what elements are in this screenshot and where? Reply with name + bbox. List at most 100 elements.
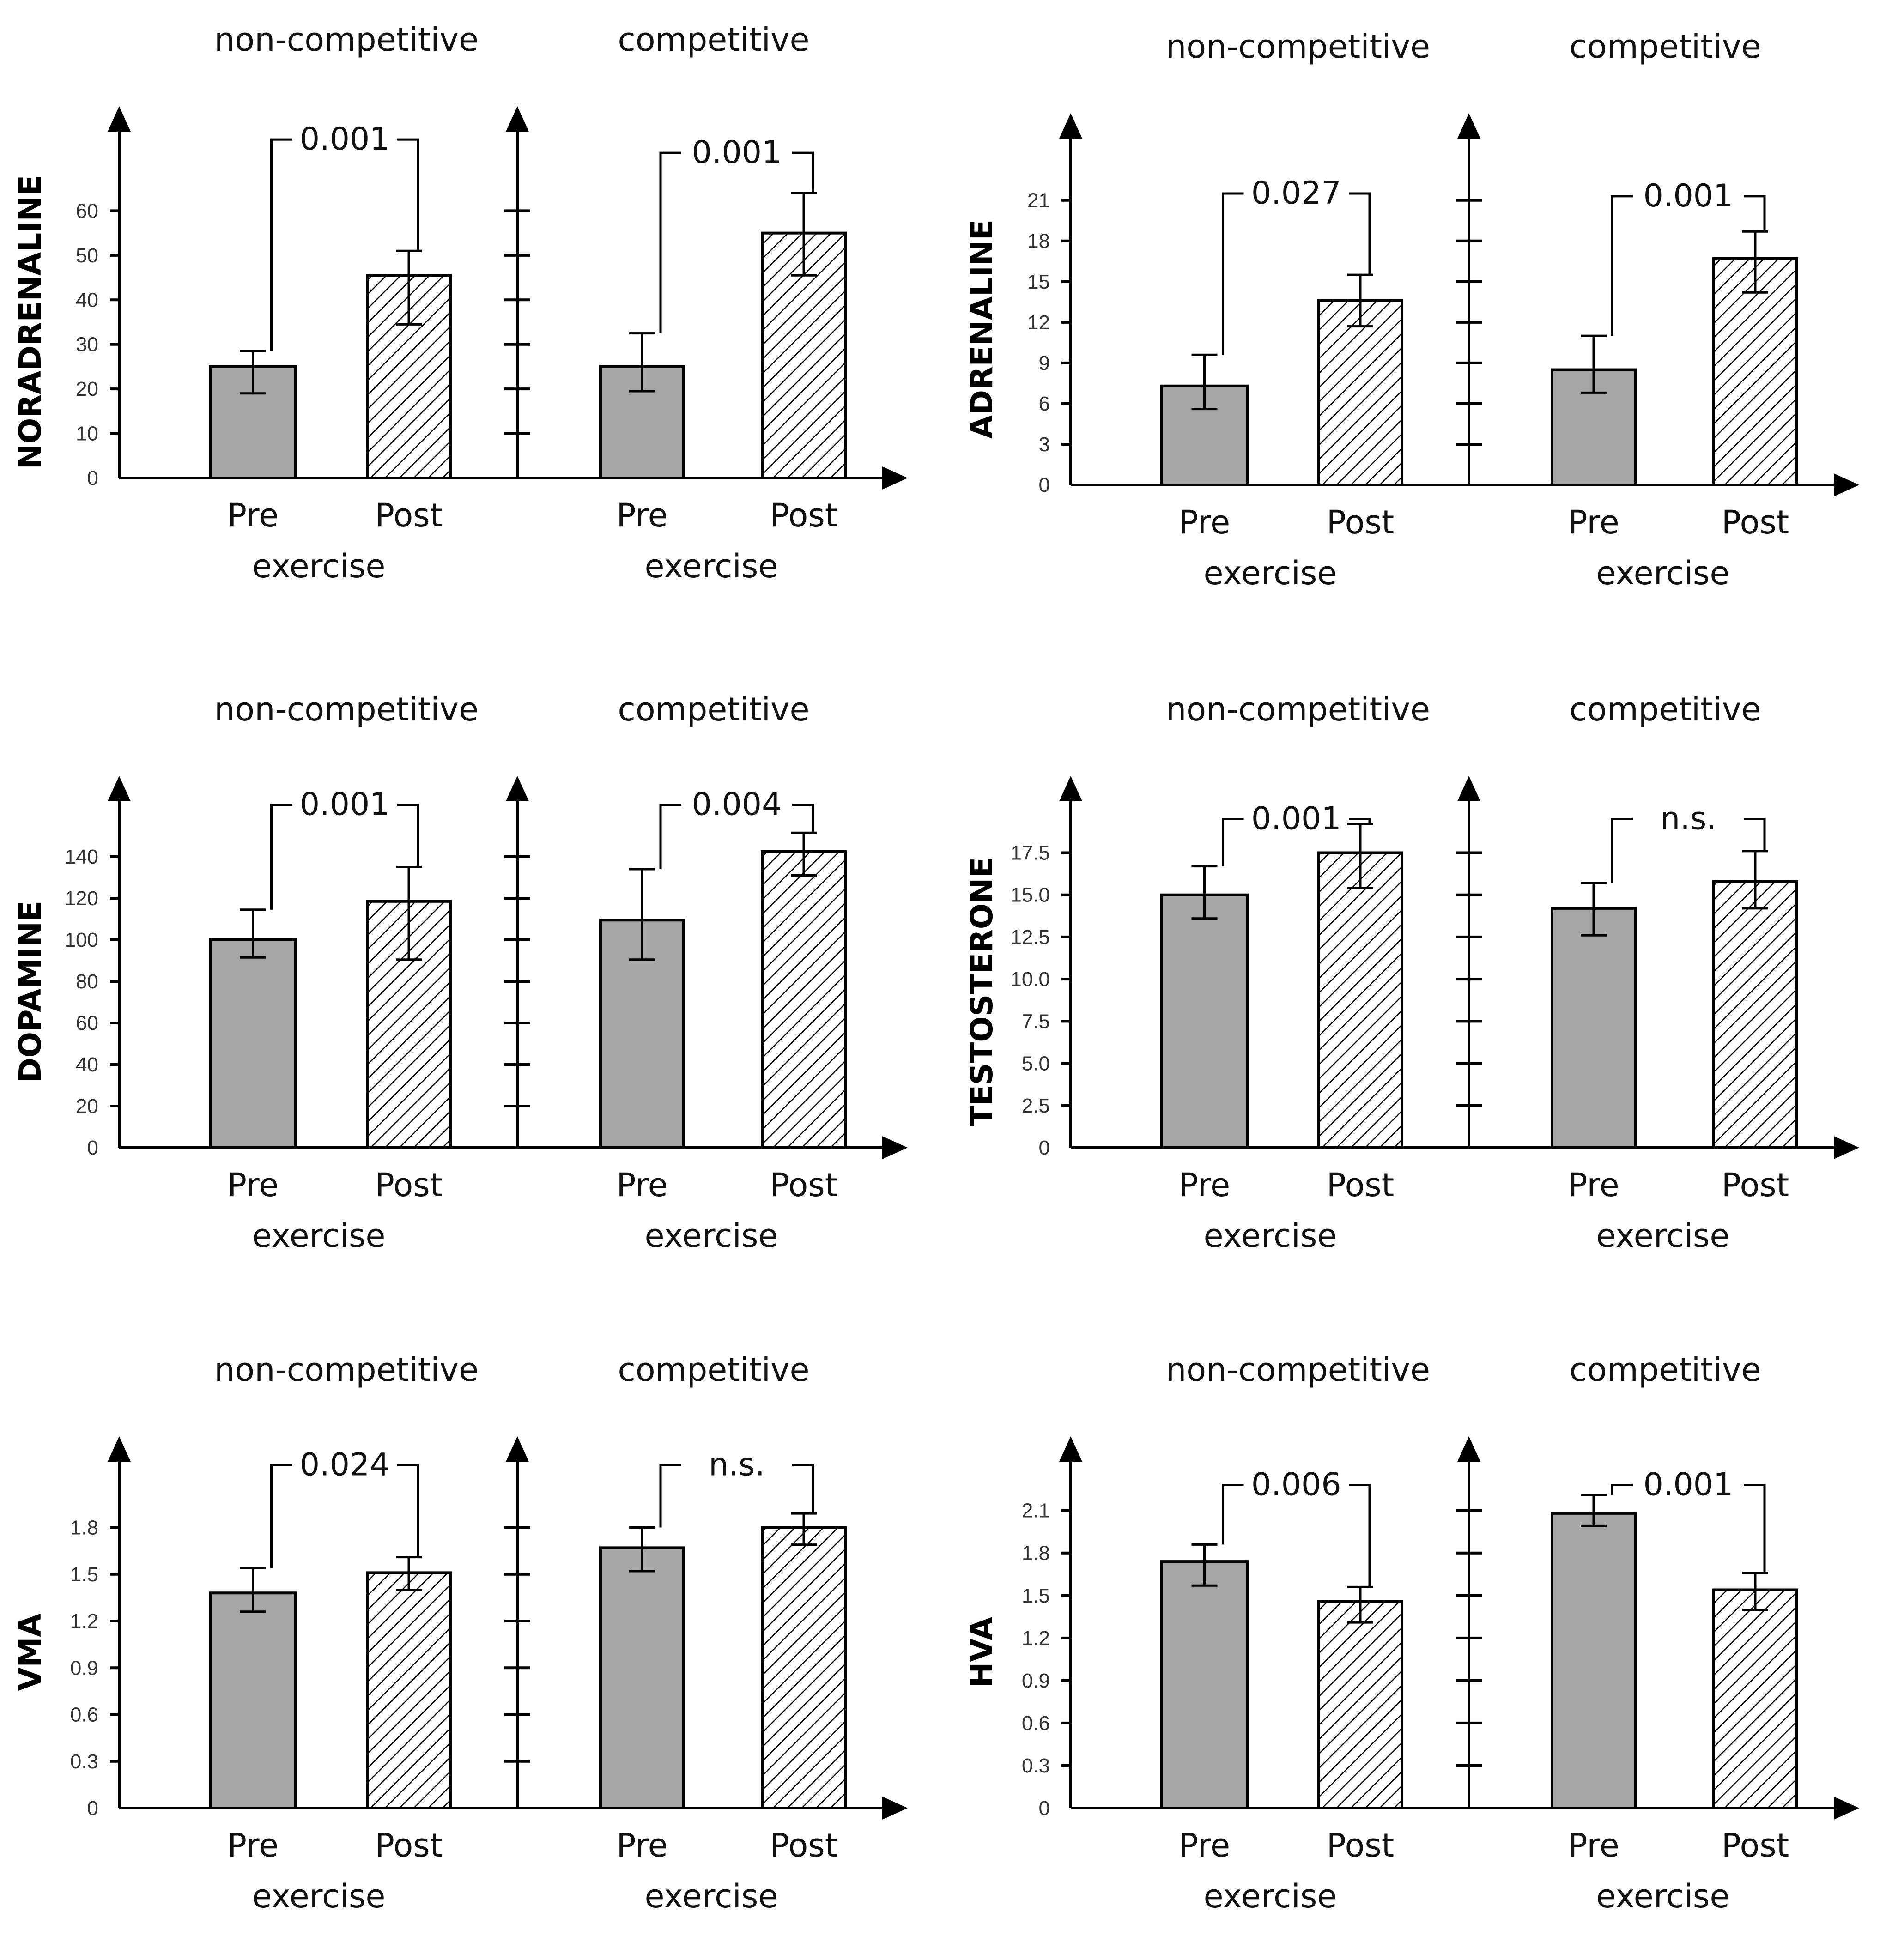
category-label-pre: Pre (616, 1827, 667, 1864)
y-axis-label: DOPAMINE (12, 901, 48, 1083)
y-axis-arrow-icon (506, 106, 529, 132)
y-tick-label: 9 (1039, 352, 1050, 375)
y-axis-arrow-icon (108, 776, 131, 801)
significance-bracket-left (1222, 192, 1244, 355)
x-sublabel-exercise: exercise (252, 1217, 386, 1255)
panel-dopamine: DOPAMINE 0 20 40 60 80 100 120 140 non-competitiv… (12, 690, 908, 1255)
category-label-pre: Pre (1179, 1827, 1230, 1864)
y-tick-label: 40 (76, 1053, 98, 1076)
significance-bracket-left (1222, 818, 1244, 866)
significance-bracket-right (397, 1464, 419, 1557)
panel-adrenaline: ADRENALINE 0 3 6 9 12 15 18 21 non-competitive Pre… (964, 28, 1859, 592)
significance-bracket-left (1222, 1483, 1244, 1545)
significance-bracket-right (1744, 1483, 1766, 1573)
y-tick-label: 60 (76, 200, 98, 222)
y-tick-label: 20 (76, 378, 98, 400)
y-axis-arrow-icon (506, 1436, 529, 1462)
p-value-label: 0.006 (1251, 1466, 1341, 1503)
y-axis-label: HVA (964, 1617, 1000, 1688)
p-value-label: 0.001 (300, 786, 390, 823)
y-tick-label: 20 (76, 1095, 98, 1118)
y-tick-label: 140 (65, 846, 98, 868)
bar-pre (1160, 1560, 1249, 1809)
bar-post (1317, 1600, 1403, 1810)
category-label-post: Post (375, 1166, 443, 1204)
y-tick-label: 1.5 (70, 1563, 98, 1586)
category-label-post: Post (770, 496, 837, 534)
p-value-label: 0.024 (300, 1447, 390, 1483)
y-axis-arrow-icon (506, 776, 529, 801)
y-tick-label: 0.3 (70, 1750, 98, 1773)
bar-pre (1160, 893, 1249, 1149)
category-label-pre: Pre (1568, 1827, 1619, 1864)
bar-post (1317, 299, 1403, 486)
category-label-pre: Pre (1568, 503, 1619, 541)
x-axis-arrow-icon (882, 1797, 908, 1820)
y-tick-label: 3 (1039, 433, 1050, 456)
category-label-post: Post (770, 1827, 837, 1864)
category-label-pre: Pre (227, 1166, 279, 1204)
y-tick-label: 17.5 (1010, 841, 1050, 864)
category-label-pre: Pre (1179, 503, 1230, 541)
y-tick-label: 0 (1039, 1797, 1050, 1820)
y-tick-label: 1.2 (1022, 1627, 1050, 1650)
y-tick-label: 1.2 (70, 1610, 98, 1633)
y-axis-label: NORADRENALINE (12, 175, 48, 469)
bar-pre (1551, 1512, 1637, 1809)
group-title-competitive: competitive (618, 1351, 809, 1389)
group-title-competitive: competitive (1569, 1351, 1761, 1389)
y-tick-label: 0.3 (1022, 1754, 1050, 1777)
bar-pre (209, 938, 297, 1149)
category-label-post: Post (1327, 1166, 1394, 1204)
y-tick-label: 0 (1039, 474, 1050, 496)
significance-bracket-left (270, 804, 292, 910)
p-value-label: 0.027 (1251, 175, 1341, 212)
significance-bracket-left (1611, 818, 1633, 883)
x-sublabel-exercise: exercise (252, 1877, 386, 1915)
y-tick-label: 0.9 (1022, 1670, 1050, 1692)
y-tick-label: 18 (1027, 230, 1050, 253)
category-label-post: Post (1722, 1166, 1789, 1204)
y-tick-label: 6 (1039, 393, 1050, 415)
significance-bracket-right (397, 804, 419, 867)
y-tick-label: 10.0 (1010, 968, 1050, 991)
bar-post (1712, 1588, 1798, 1809)
p-value-label: n.s. (709, 1447, 765, 1483)
y-tick-label: 2.1 (1022, 1500, 1050, 1522)
x-sublabel-exercise: exercise (1596, 1877, 1730, 1915)
y-tick-label: 0 (87, 1797, 98, 1820)
y-axis-label: ADRENALINE (964, 219, 1000, 439)
significance-bracket-right (1349, 1483, 1371, 1587)
y-tick-label: 12.5 (1010, 926, 1050, 949)
bar-pre (599, 1546, 685, 1809)
y-tick-label: 1.8 (1022, 1542, 1050, 1565)
x-sublabel-exercise: exercise (1596, 1217, 1730, 1255)
y-tick-label: 10 (76, 423, 98, 445)
y-tick-label: 0.9 (70, 1657, 98, 1679)
y-axis-arrow-icon (1059, 776, 1082, 801)
y-tick-label: 7.5 (1022, 1010, 1050, 1033)
x-sublabel-exercise: exercise (645, 1217, 778, 1255)
group-title-competitive: competitive (618, 21, 809, 59)
y-axis-label: VMA (12, 1614, 48, 1691)
category-label-post: Post (770, 1166, 837, 1204)
x-axis-arrow-icon (882, 466, 908, 490)
group-title-competitive: competitive (618, 690, 809, 728)
category-label-pre: Pre (227, 496, 279, 534)
y-tick-label: 1.5 (1022, 1585, 1050, 1607)
x-sublabel-exercise: exercise (1204, 1877, 1337, 1915)
significance-bracket-right (792, 804, 814, 833)
y-axis-arrow-icon (1059, 1436, 1082, 1462)
y-axis-arrow-icon (1457, 1436, 1480, 1462)
significance-bracket-left (1611, 1483, 1633, 1495)
panel-hva: HVA 0 0.3 0.6 0.9 1.2 1.5 1.8 2.1 non-competitive… (964, 1351, 1859, 1915)
bar-post (366, 1571, 452, 1809)
x-sublabel-exercise: exercise (645, 547, 778, 585)
y-tick-label: 15.0 (1010, 884, 1050, 907)
panel-noradrenaline: NORADRENALINE 0 10 20 30 40 50 60 non-competitiv… (12, 21, 908, 585)
y-tick-label: 120 (65, 887, 98, 910)
x-axis-arrow-icon (1834, 1136, 1859, 1159)
y-tick-label: 1.8 (70, 1517, 98, 1539)
bar-pre (1551, 907, 1637, 1149)
bar-pre (209, 1591, 297, 1809)
